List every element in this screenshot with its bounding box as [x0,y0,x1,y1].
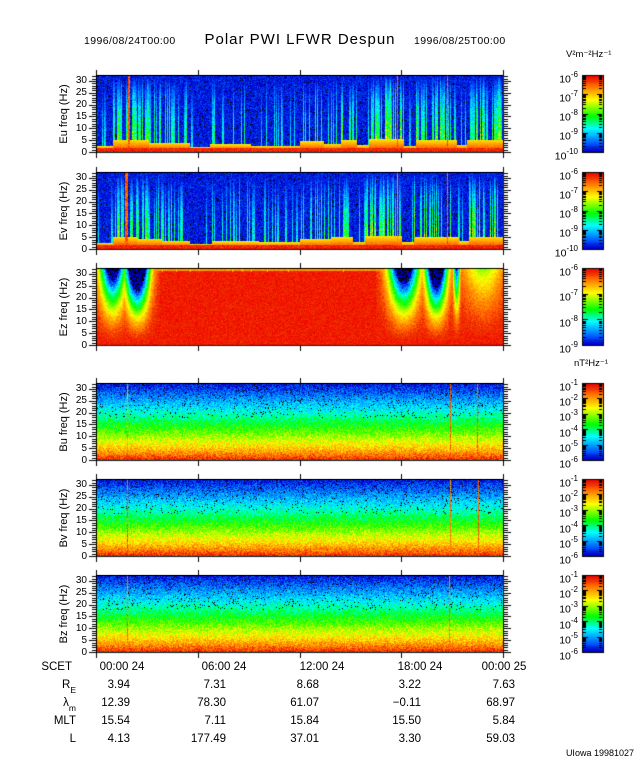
credit-text: UIowa 19981027 [565,748,634,758]
